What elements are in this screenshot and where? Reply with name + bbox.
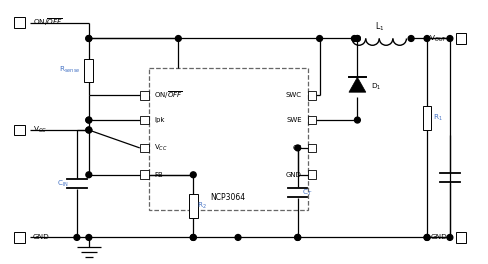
Circle shape — [354, 36, 360, 41]
Bar — [307, 91, 316, 100]
Text: ON/$\overline{OFF}$: ON/$\overline{OFF}$ — [155, 89, 183, 101]
Text: V$_{CC}$: V$_{CC}$ — [155, 143, 168, 153]
Circle shape — [86, 117, 92, 123]
Circle shape — [447, 234, 453, 240]
Circle shape — [295, 145, 301, 151]
Circle shape — [190, 234, 196, 240]
Circle shape — [190, 172, 196, 178]
Text: NCP3064: NCP3064 — [210, 193, 245, 202]
Circle shape — [354, 117, 360, 123]
Bar — [307, 116, 316, 124]
Circle shape — [74, 234, 80, 240]
Bar — [140, 91, 148, 100]
Bar — [307, 170, 316, 179]
Circle shape — [235, 234, 241, 240]
Circle shape — [86, 36, 92, 41]
Text: SWC: SWC — [285, 92, 302, 98]
Text: GND: GND — [286, 172, 302, 178]
Circle shape — [295, 234, 301, 240]
Bar — [14, 17, 24, 28]
Text: FB: FB — [155, 172, 163, 178]
Text: R$_2$: R$_2$ — [197, 201, 207, 211]
Circle shape — [317, 36, 323, 41]
Text: C$_T$: C$_T$ — [302, 188, 312, 198]
Polygon shape — [349, 77, 366, 92]
Bar — [189, 195, 198, 218]
Text: ON/$\overline{OFF}$: ON/$\overline{OFF}$ — [33, 17, 63, 29]
Circle shape — [190, 234, 196, 240]
Bar — [84, 59, 93, 82]
Circle shape — [354, 36, 360, 41]
Circle shape — [351, 36, 357, 41]
Circle shape — [86, 117, 92, 123]
Circle shape — [424, 36, 430, 41]
Text: GND: GND — [33, 234, 50, 241]
Circle shape — [86, 234, 92, 240]
Text: D$_1$: D$_1$ — [371, 82, 382, 92]
Bar — [140, 170, 148, 179]
Text: SWE: SWE — [286, 117, 302, 123]
Circle shape — [424, 234, 430, 240]
Bar — [140, 144, 148, 152]
Circle shape — [447, 36, 453, 41]
Text: GND: GND — [430, 234, 447, 241]
Bar — [455, 232, 466, 243]
Bar — [14, 125, 24, 135]
Circle shape — [86, 127, 92, 133]
Text: Ipk: Ipk — [155, 117, 165, 123]
Bar — [140, 116, 148, 124]
Text: L$_1$: L$_1$ — [374, 20, 384, 33]
Circle shape — [424, 234, 430, 240]
Circle shape — [408, 36, 414, 41]
Circle shape — [295, 234, 301, 240]
Bar — [14, 232, 24, 243]
Bar — [455, 33, 466, 44]
Text: V$_{OUT}$: V$_{OUT}$ — [429, 33, 447, 44]
Circle shape — [86, 36, 92, 41]
Circle shape — [86, 172, 92, 178]
Circle shape — [86, 127, 92, 133]
Circle shape — [175, 36, 181, 41]
Text: CT: CT — [293, 145, 302, 151]
Bar — [307, 144, 316, 152]
Bar — [423, 106, 431, 130]
Text: C$_\mathrm{IN}$: C$_\mathrm{IN}$ — [57, 179, 69, 189]
Text: V$_{CC}$: V$_{CC}$ — [33, 125, 47, 135]
Text: R$_1$: R$_1$ — [433, 113, 443, 123]
Text: R$_\mathrm{sense}$: R$_\mathrm{sense}$ — [60, 65, 81, 76]
